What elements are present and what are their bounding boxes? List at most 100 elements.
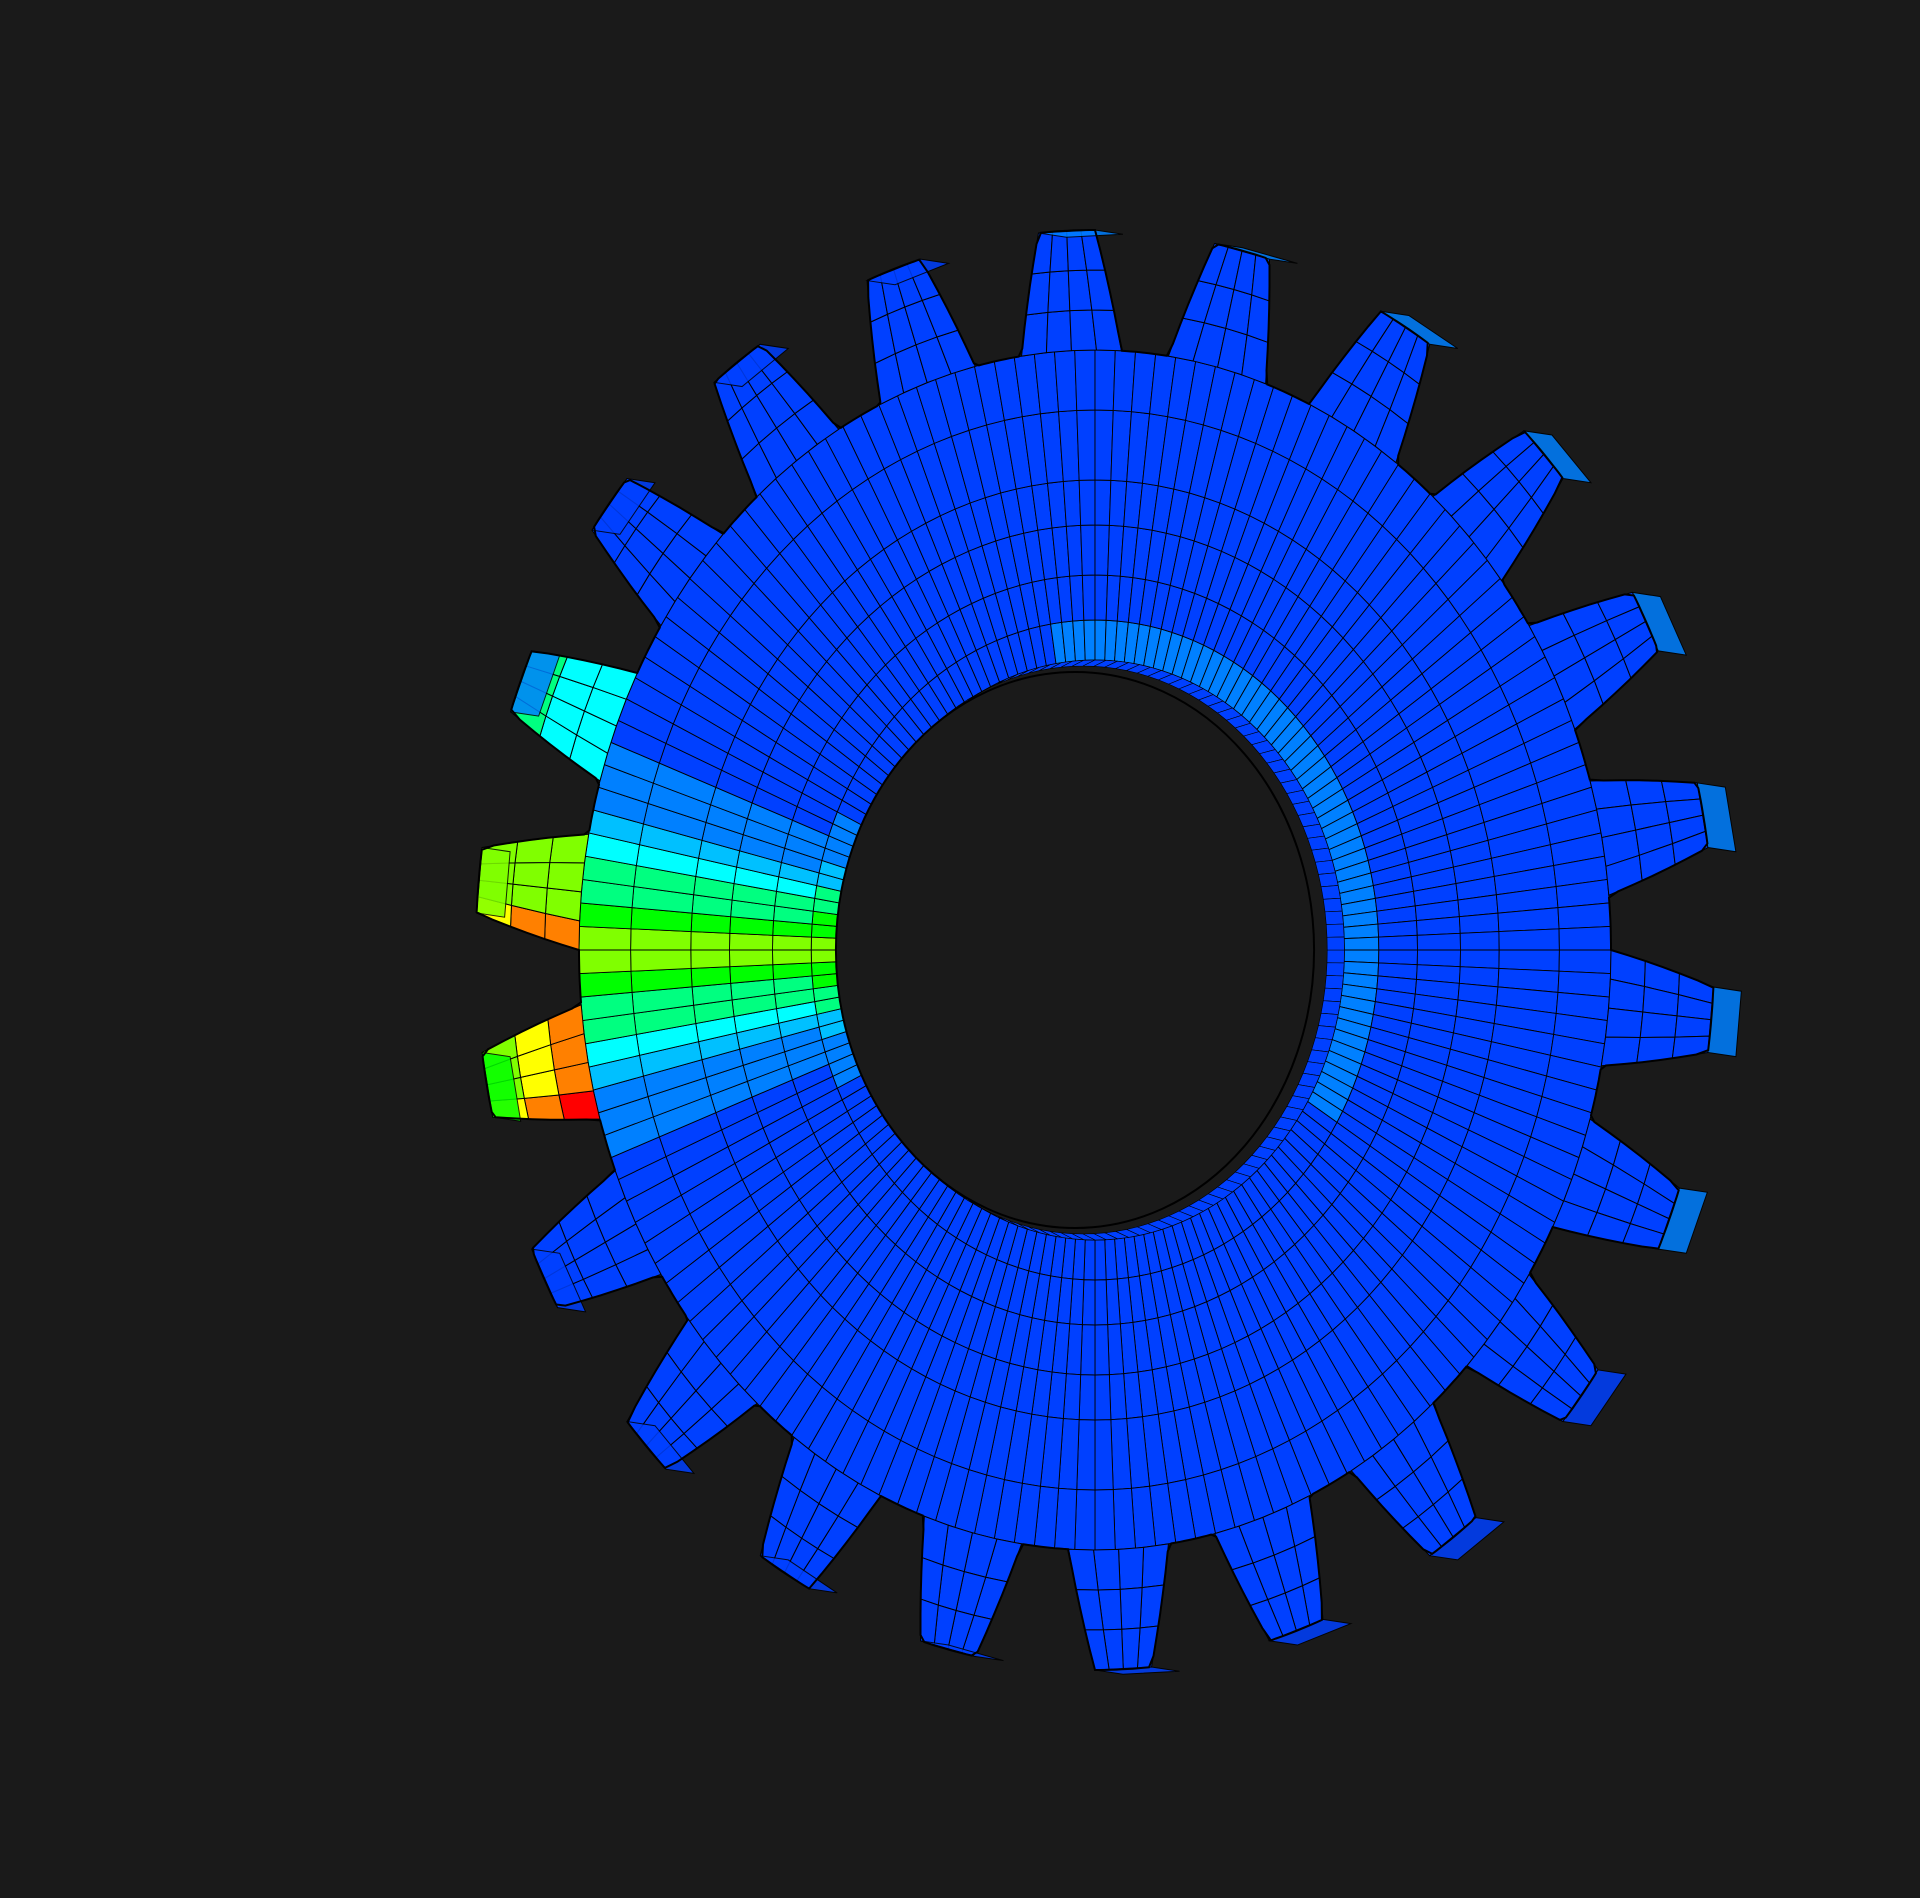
- mesh-cell: [1378, 934, 1418, 951]
- gear-tooth: [1214, 1495, 1353, 1646]
- mesh-cell: [1094, 1324, 1110, 1376]
- mesh-cell: [1094, 1239, 1107, 1281]
- bore-mesh-cell: [1322, 987, 1343, 1003]
- mesh-cell: [1459, 931, 1500, 951]
- mesh-cell: [1094, 349, 1116, 411]
- mesh-cell: [1069, 574, 1085, 622]
- bore-mesh-cell: [1307, 835, 1329, 851]
- gear-tooth: [591, 477, 724, 627]
- gear-tooth: [712, 343, 840, 498]
- bore-opening: [834, 671, 1316, 1229]
- mesh-cell: [1054, 349, 1078, 413]
- gear-tooth: [1167, 243, 1298, 385]
- tooth-mesh-cell: [1121, 1627, 1141, 1670]
- mesh-cell: [1094, 409, 1114, 481]
- gear-tooth: [1600, 949, 1742, 1067]
- bore-mesh-cell: [1326, 949, 1345, 964]
- tooth-mesh-cell: [1047, 270, 1071, 313]
- gear-tooth: [759, 1436, 882, 1594]
- mesh-cell: [1062, 479, 1082, 527]
- mesh-cell: [1343, 936, 1380, 951]
- gear-tooth: [1308, 310, 1459, 464]
- mesh-cell: [1081, 1279, 1096, 1326]
- tooth-mesh-cell: [558, 1090, 601, 1121]
- mesh-cell: [1498, 928, 1560, 951]
- mesh-cell: [772, 934, 812, 951]
- mesh-cell: [1105, 1278, 1121, 1326]
- mesh-cell: [1094, 574, 1109, 621]
- mesh-cell: [1078, 479, 1096, 526]
- mesh-cell: [1108, 1373, 1128, 1421]
- mesh-cell: [1094, 479, 1112, 526]
- mesh-cell: [1112, 1487, 1136, 1551]
- gear-tooth: [1528, 591, 1688, 730]
- mesh-cell: [1104, 1238, 1118, 1281]
- tooth-mesh-cell: [1600, 1036, 1641, 1067]
- mesh-cell: [1072, 619, 1086, 662]
- mesh-cell: [630, 928, 692, 951]
- mesh-cell: [1076, 409, 1096, 481]
- mesh-cell: [1416, 949, 1461, 968]
- gear-tooth: [865, 258, 976, 405]
- bore-mesh-cell: [1324, 975, 1344, 990]
- tooth-mesh-cell: [1589, 779, 1632, 810]
- mesh-cell: [1557, 902, 1612, 930]
- tooth-mesh-cell: [523, 1094, 565, 1121]
- gear-tooth: [476, 833, 590, 951]
- bore-mesh-cell: [1320, 1000, 1341, 1015]
- tooth-mesh-cell: [1118, 1546, 1145, 1590]
- mesh-cell: [1094, 1374, 1112, 1421]
- tooth-mesh-cell: [1674, 1015, 1712, 1038]
- mesh-cell: [1074, 349, 1096, 411]
- gear-tooth: [1552, 1118, 1709, 1254]
- mesh-cell: [1083, 619, 1096, 661]
- bore-mesh-cell: [1320, 885, 1341, 900]
- mesh-cell: [729, 932, 774, 951]
- mesh-cell: [729, 949, 774, 968]
- mesh-cell: [1343, 949, 1380, 964]
- mesh-cell: [1078, 1374, 1096, 1421]
- bore-mesh-cell: [1324, 910, 1344, 925]
- bore-mesh-cell: [1318, 872, 1339, 888]
- mesh-cell: [578, 970, 633, 998]
- tooth-mesh-cell: [1045, 310, 1072, 354]
- mesh-cell: [1094, 619, 1107, 661]
- mesh-cell: [1094, 1489, 1116, 1551]
- gear-tooth: [1350, 1402, 1506, 1561]
- bore-mesh-cell: [1325, 962, 1345, 977]
- tooth-mesh-cell: [1119, 1587, 1143, 1630]
- mesh-cell: [1558, 949, 1612, 975]
- mesh-cell: [1083, 1239, 1096, 1281]
- mesh-cell: [1416, 932, 1461, 951]
- mesh-cell: [1558, 925, 1612, 951]
- bore-mesh-cell: [1314, 1025, 1336, 1040]
- tooth-mesh-cell: [549, 833, 590, 864]
- gear-bore-hole: [834, 659, 1345, 1241]
- mesh-cell: [690, 949, 731, 969]
- bore-mesh-cell: [1322, 897, 1343, 913]
- gear-tooth: [920, 1515, 1023, 1662]
- tooth-mesh-cell: [546, 862, 585, 893]
- tooth-mesh-cell: [1241, 334, 1269, 385]
- mesh-cell: [1498, 949, 1560, 972]
- mesh-cell: [1378, 949, 1418, 966]
- mesh-cell: [1459, 949, 1500, 969]
- tooth-mesh-cell: [512, 862, 551, 889]
- mesh-cell: [1094, 524, 1110, 576]
- tooth-mesh-cell: [920, 1557, 944, 1606]
- mesh-cell: [1076, 1419, 1096, 1491]
- mesh-cell: [1094, 1419, 1114, 1491]
- mesh-cell: [1080, 1324, 1096, 1376]
- mesh-cell: [1080, 524, 1096, 576]
- tooth-mesh-cell: [1246, 294, 1270, 343]
- gear-tooth: [625, 1318, 758, 1475]
- gear-tooth: [509, 650, 638, 782]
- bore-mesh-cell: [1318, 1012, 1339, 1028]
- bore-mesh-cell: [1311, 1037, 1333, 1053]
- mesh-cell: [772, 949, 812, 966]
- mesh-cell: [1458, 912, 1500, 934]
- mesh-cell: [630, 949, 692, 972]
- tooth-mesh-cell: [1605, 1007, 1644, 1038]
